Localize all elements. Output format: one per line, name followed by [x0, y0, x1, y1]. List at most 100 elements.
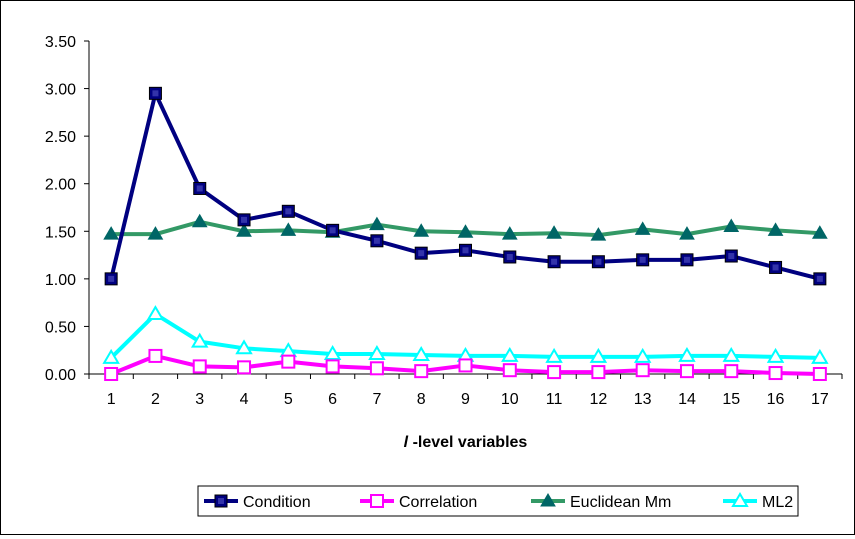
- x-tick-label: 7: [372, 391, 381, 408]
- data-point: [191, 213, 208, 228]
- legend-item: Euclidean Mm: [531, 493, 671, 511]
- series-condition: [104, 86, 827, 286]
- data-point: [102, 348, 120, 364]
- x-axis-title: l -level variables: [404, 434, 528, 451]
- data-point: [235, 339, 253, 355]
- data-point: [236, 223, 252, 237]
- data-point-inner: [241, 216, 248, 223]
- data-point: [591, 365, 606, 380]
- legend-item: Condition: [204, 494, 311, 511]
- series-euclidean-mm: [103, 213, 828, 241]
- x-tick-label: 6: [328, 391, 337, 408]
- legend-label: Euclidean Mm: [570, 494, 671, 511]
- x-tick-label: 10: [501, 391, 519, 408]
- data-point: [546, 225, 562, 239]
- series-correlation: [104, 348, 827, 381]
- data-point: [811, 225, 828, 239]
- data-point: [370, 494, 384, 508]
- data-point: [190, 332, 209, 348]
- data-point: [635, 363, 650, 378]
- x-tick-label: 12: [589, 391, 607, 408]
- x-tick-label: 15: [722, 391, 740, 408]
- x-tick-label: 8: [417, 391, 426, 408]
- data-point-inner: [595, 258, 602, 265]
- data-point: [540, 493, 556, 507]
- data-point: [146, 305, 165, 321]
- data-point: [323, 345, 342, 361]
- data-point: [148, 348, 163, 363]
- data-point: [590, 227, 607, 241]
- data-point-inner: [551, 258, 558, 265]
- data-point-inner: [329, 227, 336, 234]
- data-point-inner: [218, 498, 224, 504]
- data-point: [369, 216, 385, 231]
- legend-label: Condition: [243, 494, 311, 511]
- x-axis-title-text: -level variables: [408, 434, 527, 451]
- data-point: [147, 226, 164, 240]
- data-point-inner: [772, 264, 779, 271]
- x-tick-label: 3: [195, 391, 204, 408]
- plot-series: [102, 86, 829, 381]
- x-tick-label: 9: [461, 391, 470, 408]
- data-point-inner: [683, 256, 690, 263]
- data-point: [412, 345, 430, 361]
- data-point: [633, 347, 652, 363]
- data-point: [457, 224, 474, 238]
- data-point-inner: [418, 250, 425, 257]
- data-point: [501, 346, 519, 362]
- data-point: [281, 354, 296, 369]
- y-tick-label: 0.00: [45, 367, 76, 384]
- data-point-inner: [152, 90, 159, 97]
- x-tick-label: 11: [546, 391, 563, 408]
- x-axis-title-italic-letter: l: [404, 434, 409, 451]
- legend: Condition Correlation Euclidean Mm ML2: [197, 485, 799, 517]
- data-point: [325, 359, 340, 374]
- data-point: [766, 347, 785, 363]
- y-tick-label: 1.00: [45, 272, 76, 289]
- y-tick-label: 0.50: [45, 319, 76, 336]
- x-tick-label: 4: [240, 391, 249, 408]
- data-point: [589, 347, 608, 363]
- data-point-inner: [196, 185, 203, 192]
- x-tick-label: 1: [107, 391, 116, 408]
- data-point-inner: [285, 208, 292, 215]
- data-point: [767, 222, 784, 236]
- series-ml2: [102, 305, 829, 364]
- data-point: [414, 364, 429, 379]
- data-point: [812, 367, 827, 381]
- data-point: [768, 366, 783, 381]
- legend-item: ML2: [723, 492, 793, 511]
- data-point: [722, 346, 741, 362]
- data-point-inner: [639, 256, 646, 263]
- legend-label: Correlation: [399, 494, 477, 511]
- data-point-inner: [816, 275, 823, 282]
- data-point: [634, 221, 651, 235]
- x-tick-label: 2: [151, 391, 160, 408]
- data-point: [724, 364, 739, 379]
- data-point: [545, 347, 563, 363]
- data-point: [723, 218, 740, 233]
- data-point: [103, 226, 120, 240]
- x-tick-label: 17: [811, 391, 829, 408]
- data-point-inner: [728, 253, 735, 260]
- data-point: [679, 226, 695, 240]
- data-point-inner: [373, 237, 380, 244]
- data-point: [502, 363, 517, 378]
- data-point-inner: [108, 275, 115, 282]
- data-point: [369, 361, 384, 376]
- data-point: [413, 223, 430, 237]
- data-point: [458, 358, 473, 373]
- data-point: [679, 364, 694, 379]
- data-point: [237, 360, 252, 375]
- data-point: [547, 365, 562, 380]
- y-tick-label: 3.50: [45, 34, 76, 51]
- x-tick-label: 16: [767, 391, 785, 408]
- data-point: [280, 222, 297, 236]
- data-point: [811, 348, 829, 364]
- x-tick-label: 14: [678, 391, 696, 408]
- legend-box: [197, 485, 799, 517]
- legend-label: ML2: [762, 494, 793, 511]
- data-point: [104, 367, 119, 381]
